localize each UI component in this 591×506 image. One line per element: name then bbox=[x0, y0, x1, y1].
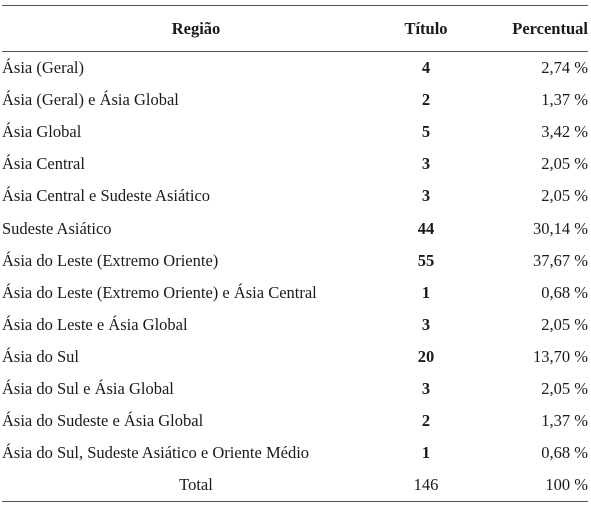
cell-titulo: 4 bbox=[421, 58, 431, 78]
cell-percentual: 2,05 % bbox=[541, 186, 588, 206]
total-row: Total 146 100 % bbox=[2, 469, 588, 503]
table-row: Ásia do Sul 20 13,70 % bbox=[2, 341, 588, 373]
cell-percentual: 30,14 % bbox=[533, 218, 588, 238]
table-row: Ásia (Geral) e Ásia Global 2 1,37 % bbox=[2, 84, 588, 116]
cell-percentual: 2,05 % bbox=[541, 154, 588, 174]
cell-titulo: 3 bbox=[421, 378, 431, 398]
cell-percentual: 2,05 % bbox=[541, 314, 588, 334]
cell-titulo: 20 bbox=[417, 346, 435, 366]
cell-percentual: 13,70 % bbox=[533, 346, 588, 366]
cell-titulo: 44 bbox=[417, 218, 435, 238]
cell-percentual: 0,68 % bbox=[541, 282, 588, 302]
cell-regiao: Sudeste Asiático bbox=[2, 218, 112, 238]
total-label: Total bbox=[2, 469, 390, 503]
cell-percentual: 1,37 % bbox=[541, 411, 588, 431]
cell-titulo: 1 bbox=[421, 443, 431, 463]
header-regiao: Região bbox=[2, 5, 390, 52]
cell-titulo: 3 bbox=[421, 186, 431, 206]
cell-regiao: Ásia (Geral) e Ásia Global bbox=[2, 90, 179, 110]
region-table: Região Título Percentual Ásia (Geral) 4 2,… bbox=[2, 5, 588, 503]
cell-percentual: 1,37 % bbox=[541, 90, 588, 110]
table-row: Ásia do Sudeste e Ásia Global 2 1,37 % bbox=[2, 405, 588, 437]
cell-regiao: Ásia do Leste e Ásia Global bbox=[2, 314, 188, 334]
cell-percentual: 37,67 % bbox=[533, 250, 588, 270]
cell-percentual: 3,42 % bbox=[541, 122, 588, 142]
table-footer: Total 146 100 % bbox=[2, 469, 588, 503]
cell-titulo: 2 bbox=[421, 90, 431, 110]
table-row: Sudeste Asiático 44 30,14 % bbox=[2, 212, 588, 244]
cell-titulo: 3 bbox=[421, 154, 431, 174]
cell-percentual: 0,68 % bbox=[541, 443, 588, 463]
cell-titulo: 55 bbox=[417, 250, 435, 270]
header-row: Região Título Percentual bbox=[2, 5, 588, 52]
table-row: Ásia Central e Sudeste Asiático 3 2,05 % bbox=[2, 180, 588, 212]
cell-regiao: Ásia Global bbox=[2, 122, 82, 142]
cell-regiao: Ásia do Sul, Sudeste Asiático e Oriente … bbox=[2, 443, 310, 463]
table-row: Ásia do Leste (Extremo Oriente) e Ásia C… bbox=[2, 277, 588, 309]
cell-titulo: 3 bbox=[421, 314, 431, 334]
total-titulo: 146 bbox=[390, 469, 462, 503]
cell-regiao: Ásia do Sul e Ásia Global bbox=[2, 378, 174, 398]
table-row: Ásia do Leste (Extremo Oriente) 55 37,67 % bbox=[2, 245, 588, 277]
cell-titulo: 1 bbox=[421, 282, 431, 302]
table-header: Região Título Percentual bbox=[2, 5, 588, 52]
table-row: Ásia Global 5 3,42 % bbox=[2, 116, 588, 148]
table-row: Ásia do Sul, Sudeste Asiático e Oriente … bbox=[2, 437, 588, 469]
table-row: Ásia Central 3 2,05 % bbox=[2, 148, 588, 180]
cell-regiao: Ásia do Sudeste e Ásia Global bbox=[2, 411, 204, 431]
cell-titulo: 2 bbox=[421, 411, 431, 431]
cell-percentual: 2,74 % bbox=[541, 58, 588, 78]
cell-titulo: 5 bbox=[421, 122, 431, 142]
cell-regiao: Ásia do Leste (Extremo Oriente) bbox=[2, 250, 219, 270]
cell-regiao: Ásia do Sul bbox=[2, 346, 80, 366]
cell-percentual: 2,05 % bbox=[541, 378, 588, 398]
cell-regiao: Ásia (Geral) bbox=[2, 58, 85, 78]
cell-regiao: Ásia do Leste (Extremo Oriente) e Ásia C… bbox=[2, 282, 317, 302]
header-titulo: Título bbox=[390, 5, 462, 52]
table-row: Ásia (Geral) 4 2,74 % bbox=[2, 52, 588, 85]
cell-regiao: Ásia Central e Sudeste Asiático bbox=[2, 186, 211, 206]
total-percentual: 100 % bbox=[462, 469, 588, 503]
table-row: Ásia do Leste e Ásia Global 3 2,05 % bbox=[2, 309, 588, 341]
cell-regiao: Ásia Central bbox=[2, 154, 85, 174]
table-body: Ásia (Geral) 4 2,74 % Ásia (Geral) e Ásia G… bbox=[2, 52, 588, 470]
table-row: Ásia do Sul e Ásia Global 3 2,05 % bbox=[2, 373, 588, 405]
header-percentual: Percentual bbox=[462, 5, 588, 52]
